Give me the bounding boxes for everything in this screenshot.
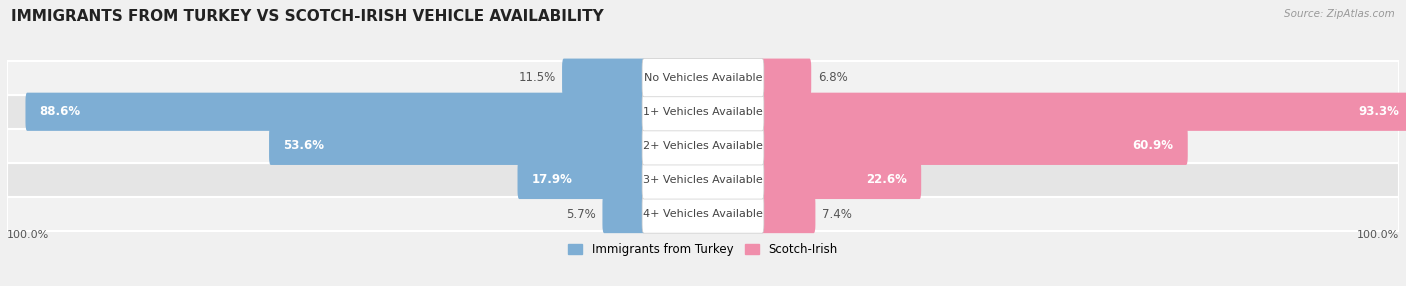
Bar (7, 61, 1399, 95)
Text: 100.0%: 100.0% (7, 230, 49, 240)
FancyBboxPatch shape (643, 93, 763, 131)
Text: 6.8%: 6.8% (818, 71, 848, 84)
FancyBboxPatch shape (269, 127, 645, 165)
Text: 4+ Vehicles Available: 4+ Vehicles Available (643, 209, 763, 219)
Text: Source: ZipAtlas.com: Source: ZipAtlas.com (1284, 9, 1395, 19)
Text: 7.4%: 7.4% (823, 208, 852, 221)
Text: 60.9%: 60.9% (1132, 139, 1174, 152)
Text: 2+ Vehicles Available: 2+ Vehicles Available (643, 141, 763, 151)
Text: 1+ Vehicles Available: 1+ Vehicles Available (643, 107, 763, 117)
Bar (7, 129, 1399, 163)
FancyBboxPatch shape (643, 195, 763, 233)
FancyBboxPatch shape (761, 93, 1406, 131)
FancyBboxPatch shape (602, 195, 645, 233)
Legend: Immigrants from Turkey, Scotch-Irish: Immigrants from Turkey, Scotch-Irish (564, 238, 842, 261)
Text: No Vehicles Available: No Vehicles Available (644, 73, 762, 83)
Text: 11.5%: 11.5% (519, 71, 555, 84)
Bar (7, 197, 1399, 231)
Text: 100.0%: 100.0% (1357, 230, 1399, 240)
Text: 93.3%: 93.3% (1358, 105, 1399, 118)
Text: 3+ Vehicles Available: 3+ Vehicles Available (643, 175, 763, 185)
Bar (7, 163, 1399, 197)
Text: 17.9%: 17.9% (531, 174, 572, 186)
FancyBboxPatch shape (643, 161, 763, 199)
FancyBboxPatch shape (643, 127, 763, 165)
Text: 53.6%: 53.6% (284, 139, 325, 152)
Text: IMMIGRANTS FROM TURKEY VS SCOTCH-IRISH VEHICLE AVAILABILITY: IMMIGRANTS FROM TURKEY VS SCOTCH-IRISH V… (11, 9, 605, 23)
FancyBboxPatch shape (761, 127, 1188, 165)
Text: 22.6%: 22.6% (866, 174, 907, 186)
FancyBboxPatch shape (761, 59, 811, 97)
FancyBboxPatch shape (643, 59, 763, 97)
Bar (7, 95, 1399, 129)
Text: 5.7%: 5.7% (567, 208, 596, 221)
FancyBboxPatch shape (562, 59, 645, 97)
Text: 88.6%: 88.6% (39, 105, 82, 118)
FancyBboxPatch shape (761, 161, 921, 199)
FancyBboxPatch shape (761, 195, 815, 233)
FancyBboxPatch shape (25, 93, 645, 131)
FancyBboxPatch shape (517, 161, 645, 199)
